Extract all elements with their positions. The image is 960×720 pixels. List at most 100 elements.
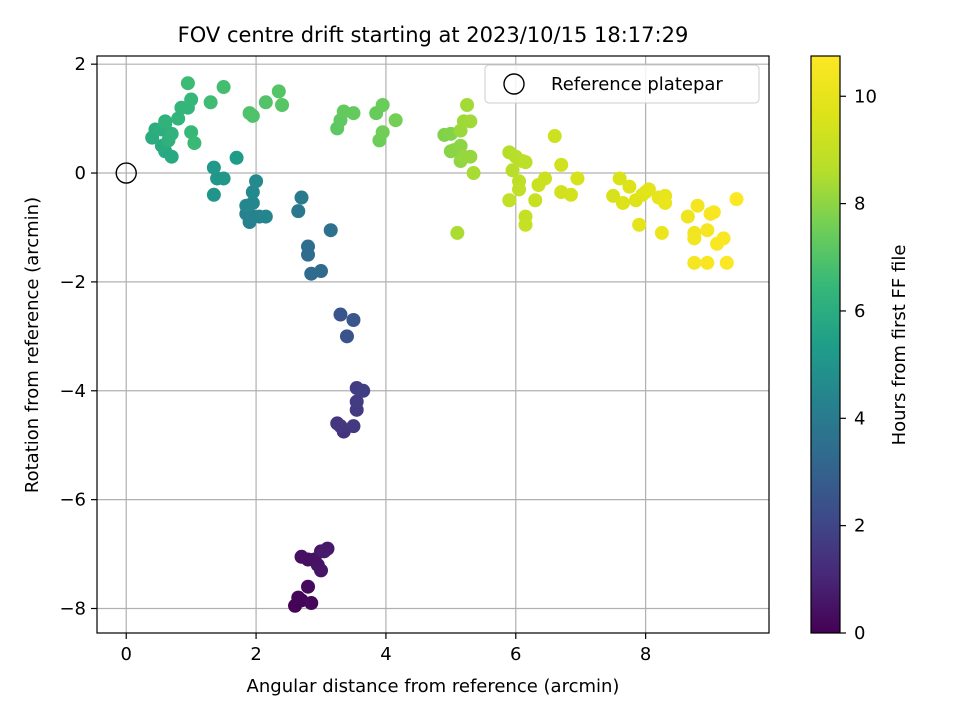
data-point (375, 125, 390, 140)
data-point (687, 255, 702, 270)
legend: Reference platepar (484, 64, 760, 104)
data-point (388, 113, 403, 128)
colorbar-frame (810, 55, 841, 634)
data-point (687, 231, 702, 246)
data-point (450, 225, 465, 240)
colorbar-label: Hours from first FF file (889, 245, 910, 446)
data-point (706, 205, 721, 220)
data-point (206, 160, 221, 175)
data-point (216, 80, 231, 95)
data-point (314, 264, 328, 279)
y-tick-label: −2 (59, 272, 86, 293)
data-point (729, 192, 744, 207)
data-point (258, 95, 273, 110)
colorbar-tick-label: 6 (854, 301, 865, 322)
colorbar-tick-label: 0 (854, 623, 865, 644)
data-point (206, 187, 221, 202)
data-point (333, 419, 348, 434)
data-point (622, 179, 637, 194)
data-point (463, 149, 478, 164)
x-tick-label: 0 (120, 644, 131, 665)
data-point (538, 171, 552, 186)
data-point (294, 549, 309, 564)
data-point (518, 217, 533, 232)
reference-point (115, 162, 137, 184)
data-point (606, 188, 621, 203)
grid-lines (97, 56, 769, 633)
x-axis-ticks: 0 2 4 6 8 (120, 633, 651, 665)
scatter-points (145, 76, 744, 613)
data-point (554, 157, 569, 172)
data-point (291, 204, 306, 219)
data-point (346, 106, 361, 121)
data-point (680, 209, 695, 224)
colorbar-tick-label: 4 (854, 408, 865, 429)
data-point (333, 307, 348, 322)
x-axis-label: Angular distance from reference (arcmin) (247, 676, 620, 697)
colorbar-tick-label: 2 (854, 516, 865, 537)
y-tick-label: −6 (59, 490, 86, 511)
y-axis-label: Rotation from reference (arcmin) (22, 197, 43, 493)
data-point (184, 125, 199, 140)
data-point (505, 163, 520, 178)
data-point (615, 195, 630, 210)
data-point (291, 590, 306, 605)
data-point (346, 419, 361, 434)
x-tick-label: 6 (510, 644, 521, 665)
data-point (375, 97, 390, 112)
data-point (249, 174, 264, 189)
data-point (463, 114, 478, 129)
colorbar-tick-label: 8 (854, 194, 865, 215)
data-point (502, 193, 517, 208)
data-point (700, 255, 715, 270)
chart-title: FOV centre drift starting at 2023/10/15 … (178, 23, 689, 47)
data-point (301, 239, 316, 254)
reference-marker (115, 162, 137, 184)
colorbar: 0 2 4 6 8 10 Hours from first FF file (810, 55, 910, 644)
data-point (216, 171, 231, 186)
colorbar-gradient (811, 56, 840, 633)
data-point (563, 187, 578, 202)
data-point (547, 129, 562, 144)
y-tick-label: −4 (59, 381, 86, 402)
data-point (528, 193, 543, 208)
data-point (460, 97, 475, 112)
data-point (314, 563, 328, 578)
data-point (323, 223, 338, 238)
y-axis-ticks: 2 0 −2 −4 −6 −8 (59, 54, 97, 620)
plot-frame (96, 55, 770, 634)
data-point (164, 149, 179, 164)
data-point (339, 329, 354, 344)
data-point (294, 190, 309, 205)
legend-box (484, 64, 760, 104)
y-tick-label: 0 (75, 163, 86, 184)
data-point (317, 544, 332, 559)
data-point (349, 394, 364, 409)
data-point (512, 182, 527, 197)
data-point (258, 209, 273, 224)
data-point (275, 97, 290, 112)
data-point (346, 313, 361, 328)
data-point (180, 76, 195, 91)
data-point (158, 114, 173, 129)
data-point (171, 111, 186, 126)
data-point (453, 138, 468, 153)
x-tick-label: 4 (380, 644, 391, 665)
data-point (466, 166, 481, 181)
data-point (356, 383, 371, 398)
legend-marker-icon (503, 73, 525, 95)
legend-entry: Reference platepar (551, 74, 723, 95)
data-point (245, 185, 260, 200)
data-point (304, 596, 319, 611)
data-point (690, 198, 705, 213)
colorbar-tick-label: 10 (854, 86, 877, 107)
data-point (658, 195, 673, 210)
data-point (187, 136, 202, 151)
colorbar-ticks: 0 2 4 6 8 10 (840, 86, 877, 644)
data-point (570, 171, 585, 186)
data-point (184, 92, 199, 107)
data-point (716, 231, 731, 246)
data-point (271, 84, 286, 99)
data-point (641, 182, 656, 197)
